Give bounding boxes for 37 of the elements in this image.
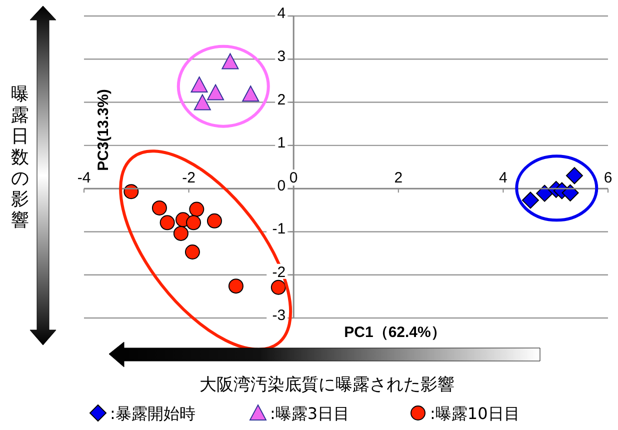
point [160, 215, 175, 230]
y-tick-label: 4 [277, 5, 286, 22]
y-tick-label: 2 [277, 91, 286, 108]
y-tick-label: 1 [277, 134, 286, 152]
y-tick-label: -2 [272, 264, 286, 281]
point [242, 86, 260, 102]
x-axis-title: PC1（62.4%） [344, 324, 446, 341]
legend-label: :曝露3日目 [270, 404, 350, 423]
point [207, 84, 224, 100]
x-tick-label: -2 [182, 170, 196, 187]
point [566, 167, 583, 184]
text: 曝露日数の影響 [11, 84, 29, 231]
x-tick-label: -4 [77, 170, 91, 187]
x-tick-label: 6 [604, 170, 612, 187]
point [562, 184, 579, 202]
point [194, 94, 211, 110]
point [152, 200, 167, 216]
point [186, 215, 202, 230]
point [173, 226, 188, 241]
legend-label: :曝露10日目 [430, 404, 520, 423]
point [522, 192, 539, 209]
point [222, 53, 239, 70]
point [228, 278, 244, 294]
point [270, 280, 286, 295]
y-tick-label: -1 [272, 220, 286, 238]
y-tick-label: -3 [272, 307, 286, 324]
point [184, 244, 200, 260]
point [189, 202, 204, 217]
y-tick-label: 3 [277, 48, 286, 66]
x-tick-label: 0 [289, 170, 298, 187]
legend-label: :暴露開始時 [110, 404, 196, 423]
point [206, 213, 222, 228]
x-tick-label: 2 [394, 170, 403, 187]
point [190, 76, 208, 93]
y-axis-title: PC3(13.3%) [95, 89, 112, 171]
text: 大阪湾汚染底質に曝露された影響 [200, 375, 454, 395]
x-tick-label: 4 [499, 170, 508, 187]
